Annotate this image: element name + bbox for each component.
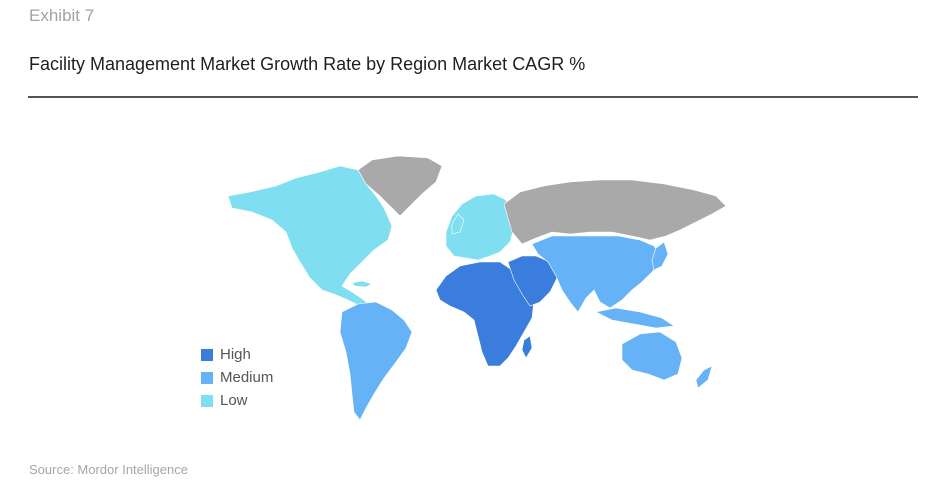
title-divider (28, 96, 918, 98)
region-greenland (357, 155, 443, 217)
legend: High Medium Low (201, 343, 273, 412)
legend-item-low: Low (201, 389, 273, 412)
legend-label-high: High (220, 346, 251, 363)
region-asia (531, 235, 663, 313)
legend-item-medium: Medium (201, 366, 273, 389)
exhibit-label: Exhibit 7 (29, 6, 95, 25)
region-indonesia (595, 307, 675, 329)
region-caribbean (351, 280, 373, 288)
legend-item-high: High (201, 343, 273, 366)
region-middle-east (507, 255, 559, 307)
legend-label-low: Low (220, 392, 248, 409)
legend-swatch-low (201, 394, 213, 407)
chart-title: Facility Management Market Growth Rate b… (29, 54, 586, 74)
region-british-isles (451, 213, 465, 235)
region-australia (621, 331, 683, 381)
legend-label-medium: Medium (220, 369, 274, 386)
region-north-america (227, 165, 393, 309)
region-russia (503, 179, 727, 245)
source-note: Source: Mordor Intelligence (29, 462, 188, 477)
region-south-america (339, 301, 413, 421)
region-new-zealand (695, 365, 713, 389)
region-africa (435, 261, 535, 367)
region-madagascar (521, 335, 533, 359)
region-japan (651, 241, 669, 271)
legend-swatch-medium (201, 371, 213, 384)
region-europe (445, 193, 515, 261)
legend-swatch-high (201, 348, 213, 361)
